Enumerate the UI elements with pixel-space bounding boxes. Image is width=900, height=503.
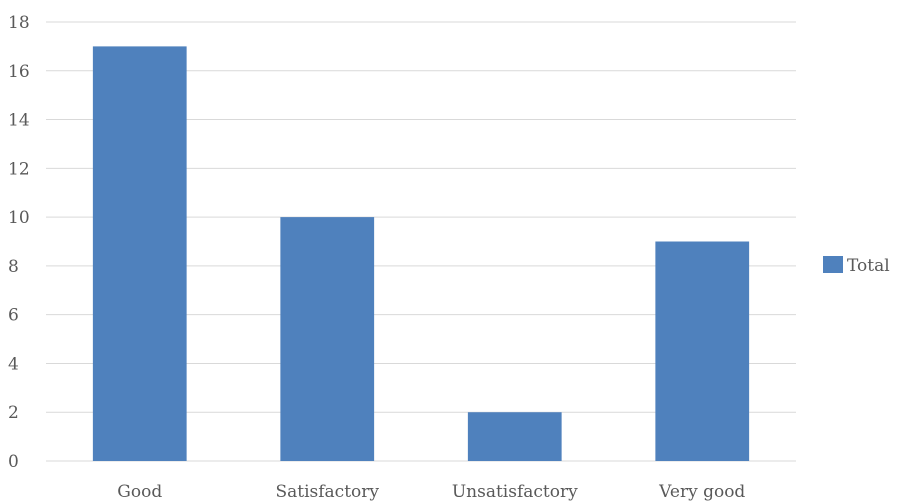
bars xyxy=(92,46,750,462)
x-category-label: Unsatisfactory xyxy=(452,482,578,502)
x-category-label: Very good xyxy=(658,482,745,502)
bar-good xyxy=(92,46,187,462)
legend-label-total: Total xyxy=(847,256,890,276)
x-category-label: Satisfactory xyxy=(275,482,379,502)
legend-swatch-total xyxy=(823,256,843,273)
y-tick-label: 16 xyxy=(8,62,30,82)
y-tick-label: 10 xyxy=(8,208,30,228)
bar-satisfactory xyxy=(280,217,375,461)
bar-very-good xyxy=(655,241,750,461)
y-tick-label: 4 xyxy=(8,354,19,374)
y-tick-label: 14 xyxy=(8,111,30,131)
bar-unsatisfactory xyxy=(467,412,562,461)
x-axis: Good Satisfactory Unsatisfactory Very good xyxy=(117,482,745,502)
y-tick-label: 6 xyxy=(8,306,19,326)
y-tick-label: 18 xyxy=(8,13,30,33)
y-axis: 0 2 4 6 8 10 12 14 16 18 xyxy=(8,13,30,472)
legend: Total xyxy=(823,256,890,276)
y-tick-label: 0 xyxy=(8,452,19,472)
x-category-label: Good xyxy=(117,482,162,502)
y-tick-label: 12 xyxy=(8,159,30,179)
y-tick-label: 8 xyxy=(8,257,19,277)
y-tick-label: 2 xyxy=(8,403,19,423)
